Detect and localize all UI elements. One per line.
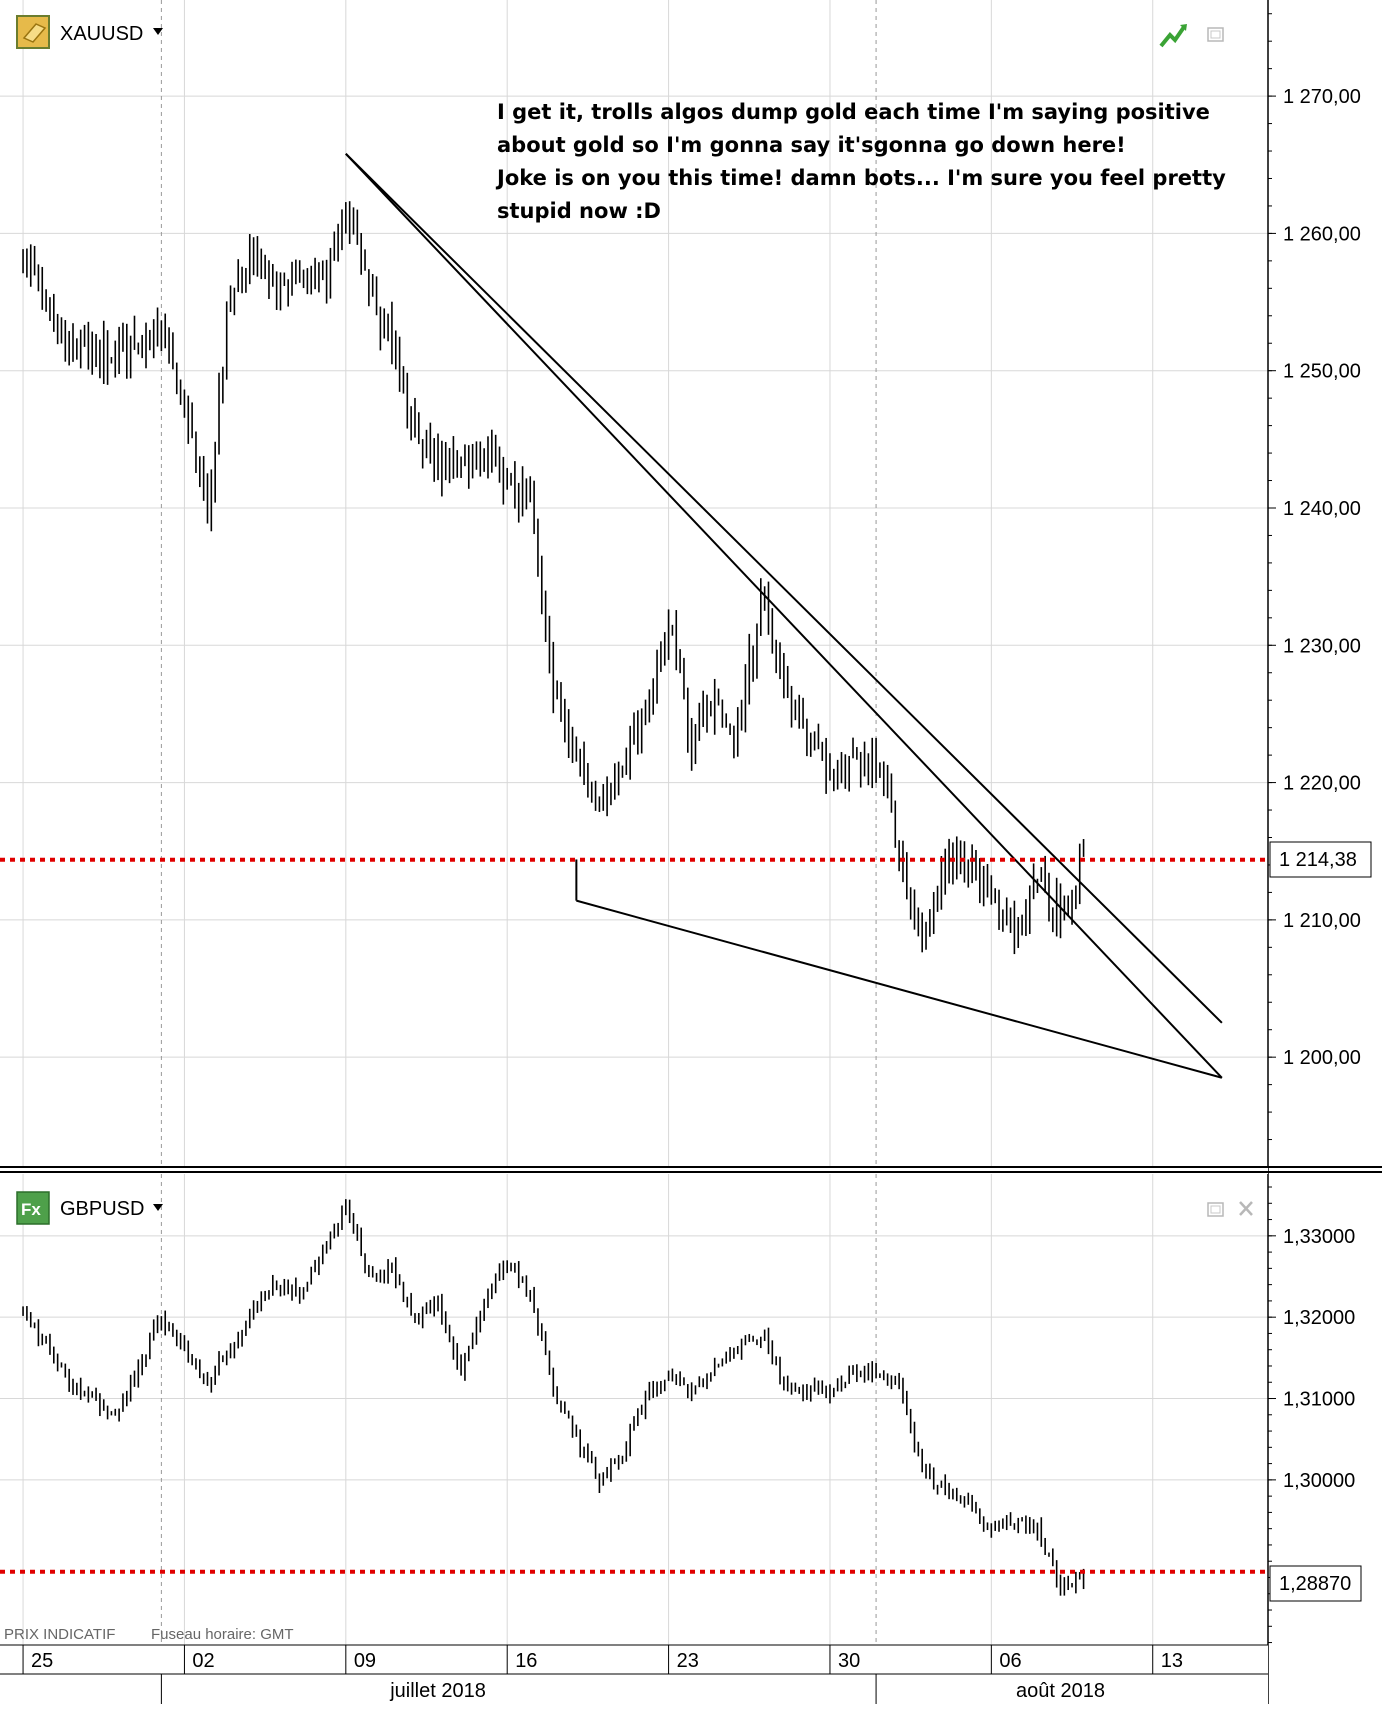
xauusd-header[interactable]: XAUUSD: [16, 15, 163, 49]
trendline[interactable]: [345, 153, 1223, 1079]
xauusd-annotation[interactable]: I get it, trolls algos dump gold each ti…: [495, 100, 1226, 223]
price-tick-label: 1,32000: [1283, 1307, 1355, 1329]
price-tick-label: 1 270,00: [1283, 86, 1361, 108]
month-label: juillet 2018: [389, 1680, 486, 1702]
trendlines[interactable]: [345, 153, 1223, 1079]
pane-separator-bg: [0, 1167, 1268, 1174]
annotation-line: stupid now :D: [497, 199, 661, 223]
day-label: 13: [1161, 1650, 1183, 1672]
price-tick-label: 1,31000: [1283, 1389, 1355, 1411]
close-icon[interactable]: [1239, 1201, 1253, 1216]
gbpusd-last-price-badge: [1269, 1565, 1362, 1602]
price-tick-label: 1 220,00: [1283, 773, 1361, 795]
month-label: août 2018: [1016, 1680, 1105, 1702]
maximize-icon[interactable]: [1207, 1202, 1224, 1217]
xauusd-candles: [22, 201, 1085, 955]
price-tick-label: 1 200,00: [1283, 1047, 1361, 1069]
timezone-label: Fuseau horaire: GMT: [151, 1626, 294, 1643]
day-label: 25: [31, 1650, 53, 1672]
day-label: 06: [999, 1650, 1021, 1672]
price-tick-label: 1 230,00: [1283, 635, 1361, 657]
svg-text:Fx: Fx: [21, 1200, 41, 1219]
chevron-down-icon[interactable]: [153, 1204, 163, 1211]
annotation-line: I get it, trolls algos dump gold each ti…: [497, 100, 1210, 124]
day-label: 09: [354, 1650, 376, 1672]
trendline[interactable]: [576, 899, 1223, 1079]
gbpusd-price-axis[interactable]: 1,30000 1,31000 1,32000 1,33000: [1268, 1186, 1355, 1644]
gbpusd-last-price-label: 1,28870: [1279, 1573, 1351, 1595]
gold-bar-icon: [16, 15, 50, 49]
day-label: 16: [515, 1650, 537, 1672]
price-note: PRIX INDICATIF: [4, 1626, 115, 1643]
annotation-line: Joke is on you this time! damn bots... I…: [495, 166, 1226, 190]
gbpusd-candles: [22, 1199, 1085, 1596]
annotation-line: about gold so I'm gonna say it'sgonna go…: [497, 133, 1126, 157]
xauusd-price-axis[interactable]: 1 200,00 1 210,00 1 220,00 1 230,00 1 240,00…: [1268, 13, 1361, 1168]
price-tick-label: 1 240,00: [1283, 498, 1361, 520]
trend-up-icon[interactable]: [1159, 24, 1187, 48]
time-axis[interactable]: 2502091623300613juin 2018juillet 2018aoû…: [0, 1644, 1268, 1704]
price-tick-label: 1 250,00: [1283, 361, 1361, 383]
xauusd-last-price-label: 1 214,38: [1279, 849, 1357, 871]
trendline[interactable]: [345, 153, 1223, 1024]
fx-icon: Fx: [16, 1191, 50, 1225]
price-tick-label: 1 210,00: [1283, 910, 1361, 932]
maximize-icon[interactable]: [1207, 27, 1224, 42]
price-tick-label: 1 260,00: [1283, 223, 1361, 245]
xauusd-symbol-label: XAUUSD: [60, 23, 143, 45]
price-tick-label: 1,30000: [1283, 1470, 1355, 1492]
xauusd-grid: [0, 0, 1268, 1167]
gbpusd-header[interactable]: Fx GBPUSD: [16, 1191, 163, 1225]
chevron-down-icon[interactable]: [153, 28, 163, 35]
day-label: 30: [838, 1650, 860, 1672]
day-label: 23: [677, 1650, 699, 1672]
gbpusd-grid: [0, 1174, 1268, 1645]
xauusd-last-price-badge: [1269, 841, 1372, 878]
price-tick-label: 1,33000: [1283, 1226, 1355, 1248]
gbpusd-symbol-label: GBPUSD: [60, 1198, 144, 1220]
day-label: 02: [192, 1650, 214, 1672]
